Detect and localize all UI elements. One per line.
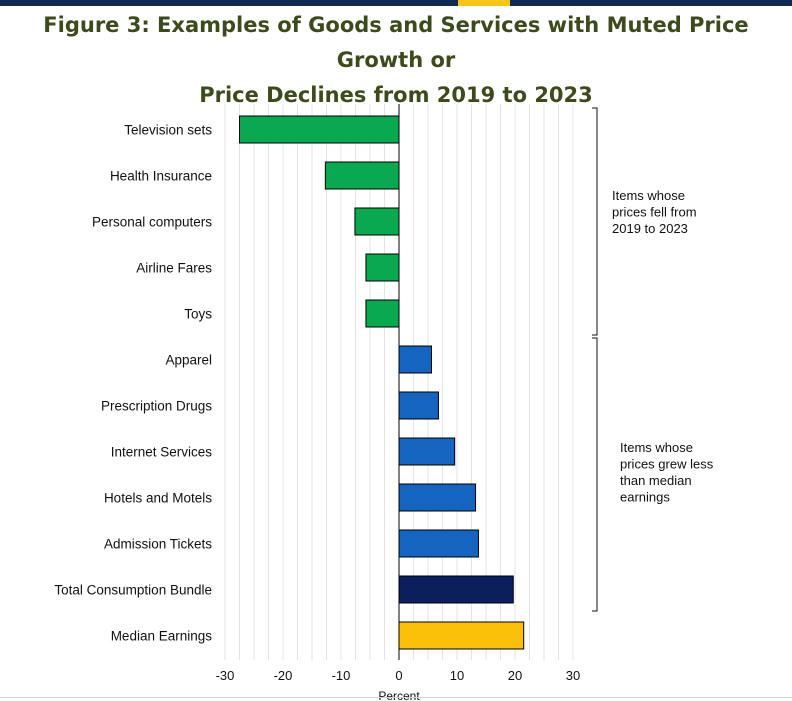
annotation-text: Items whose	[620, 440, 693, 455]
category-label: Television sets	[124, 123, 212, 138]
bar	[324, 161, 400, 190]
x-tick-label: -30	[216, 668, 235, 683]
figure-title-line-1: Figure 3: Examples of Goods and Services…	[43, 13, 749, 72]
category-label: Total Consumption Bundle	[54, 583, 212, 598]
figure-title-line-2: Price Declines from 2019 to 2023	[199, 83, 593, 107]
bar	[398, 529, 479, 558]
bar	[398, 391, 439, 420]
annotation-text: Items whose	[612, 188, 685, 203]
x-tick-label: -20	[274, 668, 293, 683]
category-label: Health Insurance	[110, 169, 212, 184]
annotation-text: 2019 to 2023	[612, 221, 688, 236]
category-label: Median Earnings	[111, 629, 213, 644]
bar	[354, 207, 400, 236]
bar	[398, 621, 525, 650]
category-label: Airline Fares	[136, 261, 212, 276]
annotation-bracket	[592, 337, 598, 612]
bar	[365, 253, 400, 282]
x-tick-label: 10	[450, 668, 464, 683]
bar	[398, 483, 477, 512]
bar	[239, 115, 400, 144]
category-label: Admission Tickets	[104, 537, 212, 552]
bar	[365, 299, 400, 328]
annotation-text: earnings	[620, 489, 670, 504]
x-tick-label: 30	[566, 668, 580, 683]
category-label: Hotels and Motels	[104, 491, 212, 506]
annotation-text: than median	[620, 473, 692, 488]
annotation-text: prices fell from	[612, 205, 697, 220]
category-label: Prescription Drugs	[101, 399, 212, 414]
x-axis-label: Percent	[378, 689, 420, 701]
category-label: Personal computers	[92, 215, 212, 230]
x-tick-label: 20	[508, 668, 522, 683]
header-accent	[458, 0, 510, 6]
annotation-bracket	[592, 107, 598, 336]
figure-title: Figure 3: Examples of Goods and Services…	[0, 8, 792, 113]
category-label: Internet Services	[111, 445, 213, 460]
bottom-divider	[0, 697, 792, 698]
bar	[398, 345, 432, 374]
category-label: Apparel	[165, 353, 212, 368]
category-label: Toys	[184, 307, 212, 322]
annotation-text: prices grew less	[620, 456, 714, 471]
x-tick-label: 0	[395, 668, 402, 683]
header-bar	[0, 0, 792, 6]
x-tick-label: -10	[332, 668, 351, 683]
bar	[398, 575, 514, 604]
bar	[398, 437, 456, 466]
